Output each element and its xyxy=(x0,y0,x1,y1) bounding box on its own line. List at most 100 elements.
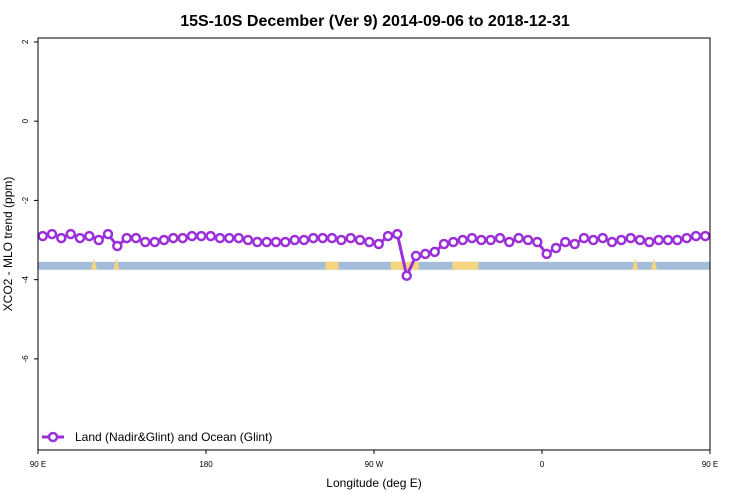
data-point xyxy=(336,234,347,246)
data-point xyxy=(252,236,263,248)
y-tick-label: 2 xyxy=(21,39,30,44)
data-point xyxy=(457,234,468,246)
land-spike xyxy=(632,257,639,270)
data-point xyxy=(270,236,282,248)
data-point xyxy=(578,232,590,244)
data-point xyxy=(476,234,487,246)
data-point xyxy=(46,228,58,240)
x-axis-label: Longitude (deg E) xyxy=(326,476,421,490)
x-tick-label: 90 E xyxy=(30,460,46,469)
data-point xyxy=(298,234,310,246)
data-point xyxy=(354,234,366,246)
y-tick-label: -6 xyxy=(21,355,30,363)
data-point xyxy=(84,230,95,242)
data-point xyxy=(280,236,291,248)
x-axis: 90 E 180 90 W 0 90 E xyxy=(30,450,718,469)
data-point xyxy=(616,234,627,246)
data-point xyxy=(690,230,702,242)
data-point xyxy=(522,234,534,246)
data-point xyxy=(382,230,394,242)
data-point xyxy=(65,228,76,240)
data-point xyxy=(93,234,104,246)
data-point xyxy=(681,232,692,244)
data-point xyxy=(606,236,618,248)
data-point xyxy=(242,234,254,246)
data-point xyxy=(37,230,48,242)
data-point xyxy=(149,236,160,248)
data-point xyxy=(177,232,188,244)
x-tick-label: 90 E xyxy=(702,460,718,469)
chart-title: 15S-10S December (Ver 9) 2014-09-06 to 2… xyxy=(180,13,570,30)
data-point xyxy=(102,228,114,240)
series-layer xyxy=(37,228,711,281)
data-point xyxy=(429,246,440,258)
data-point xyxy=(532,236,543,248)
legend-label: Land (Nadir&Glint) and Ocean (Glint) xyxy=(75,430,272,444)
data-point xyxy=(130,232,142,244)
data-point xyxy=(56,232,67,244)
land-spike xyxy=(651,257,657,270)
data-point xyxy=(560,236,571,248)
data-point xyxy=(504,236,515,248)
land-segment xyxy=(452,261,479,270)
data-point xyxy=(644,236,655,248)
x-tick-label: 180 xyxy=(199,460,213,469)
data-point xyxy=(317,232,328,244)
data-point xyxy=(541,248,552,260)
data-point xyxy=(448,236,459,248)
data-point xyxy=(569,238,580,250)
data-point xyxy=(420,248,431,260)
data-point xyxy=(186,230,198,242)
surface-band xyxy=(38,257,710,270)
data-point xyxy=(466,232,478,244)
data-point xyxy=(196,230,207,242)
data-point xyxy=(326,232,338,244)
data-point xyxy=(214,232,226,244)
y-tick-label: -2 xyxy=(21,196,30,204)
land-spike xyxy=(91,257,97,270)
data-point xyxy=(261,236,272,248)
legend: Land (Nadir&Glint) and Ocean (Glint) xyxy=(42,430,272,444)
data-point xyxy=(672,234,683,246)
data-point xyxy=(653,234,664,246)
data-point xyxy=(364,236,375,248)
land-segment xyxy=(325,261,339,270)
x-tick-label: 90 W xyxy=(365,460,384,469)
data-point xyxy=(513,232,524,244)
data-point xyxy=(438,238,450,250)
y-axis-label: XCO2 - MLO trend (ppm) xyxy=(1,177,15,312)
y-axis: 2 0 -2 -4 -6 xyxy=(21,39,38,362)
data-point xyxy=(373,238,384,250)
data-point xyxy=(392,228,403,240)
data-point xyxy=(289,234,300,246)
y-tick-label: -4 xyxy=(21,276,30,284)
data-point xyxy=(140,236,151,248)
data-point xyxy=(494,232,506,244)
data-point xyxy=(112,240,123,252)
data-point xyxy=(74,232,86,244)
data-point xyxy=(550,242,562,254)
land-spike xyxy=(113,257,120,270)
data-point xyxy=(224,232,235,244)
data-point xyxy=(308,232,319,244)
data-point xyxy=(121,232,132,244)
data-point xyxy=(597,232,608,244)
legend-marker xyxy=(47,431,59,443)
data-point xyxy=(205,230,216,242)
data-point xyxy=(410,250,422,262)
data-point xyxy=(401,270,412,281)
data-point xyxy=(588,234,599,246)
data-point xyxy=(634,234,646,246)
data-point xyxy=(625,232,636,244)
data-point xyxy=(233,232,244,244)
y-tick-label: 0 xyxy=(21,118,30,123)
ocean-band xyxy=(38,261,710,270)
data-point xyxy=(168,232,179,244)
data-point xyxy=(158,234,170,246)
x-tick-label: 0 xyxy=(540,460,545,469)
data-point xyxy=(345,232,356,244)
data-point xyxy=(485,234,496,246)
data-point xyxy=(700,230,711,242)
data-point xyxy=(662,234,674,246)
